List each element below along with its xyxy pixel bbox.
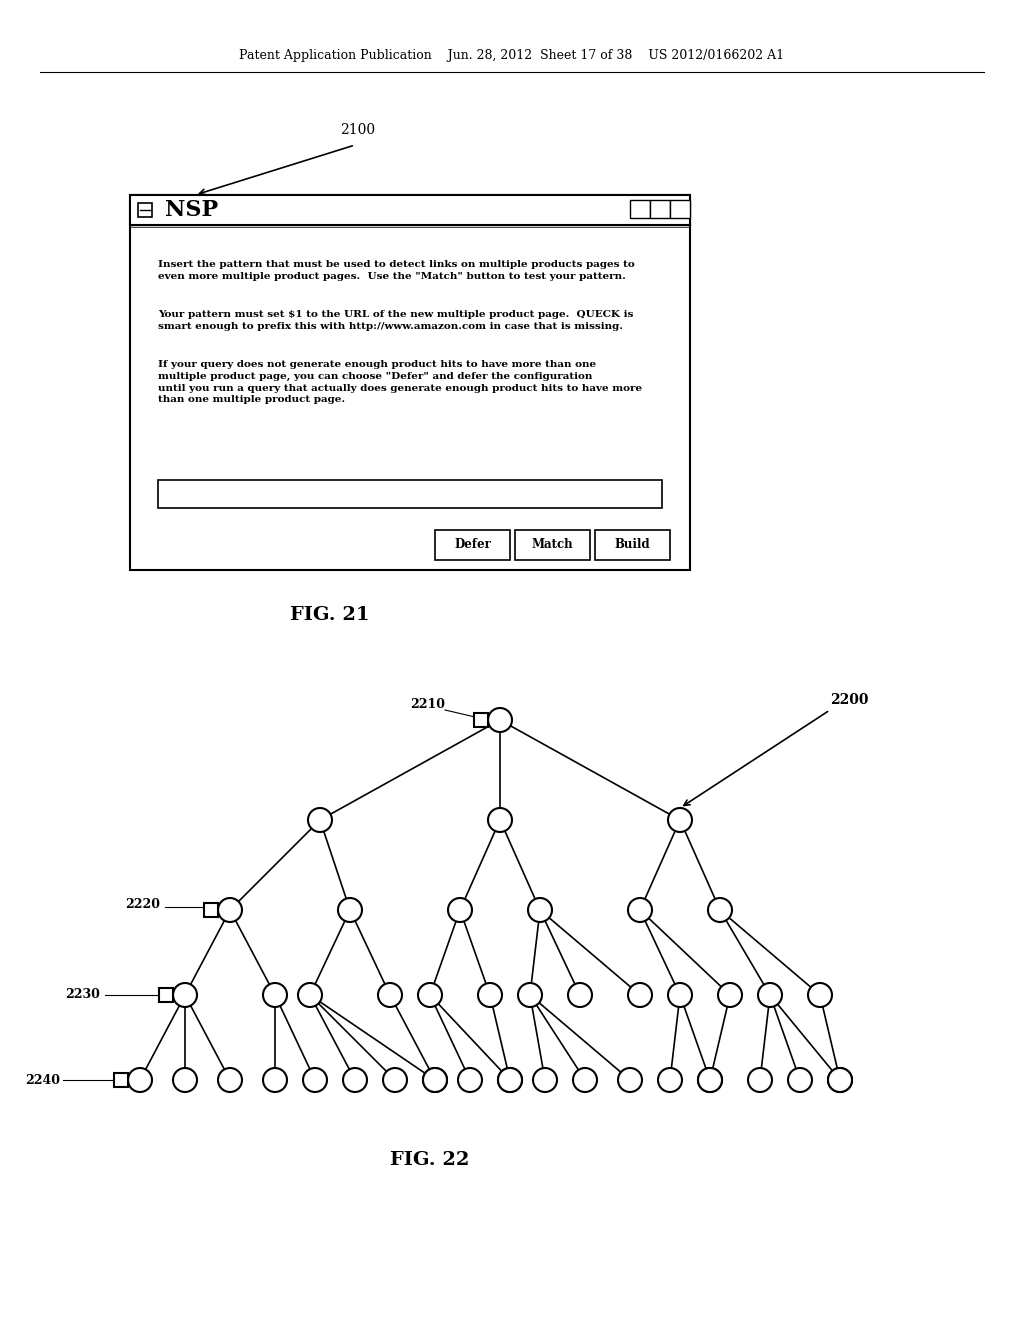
Circle shape bbox=[418, 983, 442, 1007]
Bar bbox=[204, 903, 218, 917]
Circle shape bbox=[498, 1068, 522, 1092]
Bar bbox=[515, 531, 590, 560]
Bar bbox=[158, 480, 662, 508]
Circle shape bbox=[658, 1068, 682, 1092]
Circle shape bbox=[173, 1068, 197, 1092]
Circle shape bbox=[128, 1068, 152, 1092]
Text: Insert the pattern that must be used to detect links on multiple products pages : Insert the pattern that must be used to … bbox=[158, 260, 635, 281]
Circle shape bbox=[449, 898, 472, 921]
Text: 2220: 2220 bbox=[125, 899, 160, 912]
Text: FIG. 22: FIG. 22 bbox=[390, 1151, 470, 1170]
Circle shape bbox=[498, 1068, 522, 1092]
Circle shape bbox=[698, 1068, 722, 1092]
Circle shape bbox=[748, 1068, 772, 1092]
Circle shape bbox=[263, 983, 287, 1007]
Circle shape bbox=[828, 1068, 852, 1092]
Bar bbox=[159, 987, 173, 1002]
Circle shape bbox=[478, 983, 502, 1007]
Circle shape bbox=[698, 1068, 722, 1092]
Circle shape bbox=[488, 808, 512, 832]
Text: 2100: 2100 bbox=[340, 123, 375, 137]
Circle shape bbox=[518, 983, 542, 1007]
Bar bbox=[474, 713, 488, 727]
Circle shape bbox=[573, 1068, 597, 1092]
Circle shape bbox=[828, 1068, 852, 1092]
Circle shape bbox=[618, 1068, 642, 1092]
Circle shape bbox=[718, 983, 742, 1007]
Bar bbox=[630, 201, 650, 218]
Circle shape bbox=[173, 983, 197, 1007]
Bar bbox=[435, 531, 510, 560]
Circle shape bbox=[298, 983, 322, 1007]
Circle shape bbox=[758, 983, 782, 1007]
Circle shape bbox=[383, 1068, 407, 1092]
Bar bbox=[670, 201, 690, 218]
Circle shape bbox=[458, 1068, 482, 1092]
Circle shape bbox=[534, 1068, 557, 1092]
Bar bbox=[114, 1073, 128, 1086]
Circle shape bbox=[263, 1068, 287, 1092]
Circle shape bbox=[528, 898, 552, 921]
Text: NSP: NSP bbox=[165, 199, 218, 220]
Text: 2240: 2240 bbox=[25, 1073, 60, 1086]
Circle shape bbox=[378, 983, 402, 1007]
Circle shape bbox=[338, 898, 362, 921]
Text: Build: Build bbox=[614, 539, 650, 552]
Circle shape bbox=[628, 983, 652, 1007]
Circle shape bbox=[628, 898, 652, 921]
Circle shape bbox=[668, 808, 692, 832]
Bar bbox=[130, 195, 690, 224]
Text: Your pattern must set $1 to the URL of the new multiple product page.  QUECK is
: Your pattern must set $1 to the URL of t… bbox=[158, 310, 634, 331]
Text: Match: Match bbox=[531, 539, 573, 552]
Text: FIG. 21: FIG. 21 bbox=[290, 606, 370, 624]
Circle shape bbox=[308, 808, 332, 832]
Circle shape bbox=[343, 1068, 367, 1092]
Circle shape bbox=[218, 898, 242, 921]
Circle shape bbox=[708, 898, 732, 921]
Circle shape bbox=[303, 1068, 327, 1092]
Text: Patent Application Publication    Jun. 28, 2012  Sheet 17 of 38    US 2012/01662: Patent Application Publication Jun. 28, … bbox=[240, 49, 784, 62]
Bar bbox=[595, 531, 670, 560]
Circle shape bbox=[568, 983, 592, 1007]
Bar bbox=[130, 195, 690, 570]
Text: 2200: 2200 bbox=[830, 693, 868, 708]
Bar bbox=[138, 203, 152, 216]
Circle shape bbox=[788, 1068, 812, 1092]
Text: Defer: Defer bbox=[454, 539, 490, 552]
Circle shape bbox=[488, 708, 512, 733]
Text: If your query does not generate enough product hits to have more than one
multip: If your query does not generate enough p… bbox=[158, 360, 642, 404]
Circle shape bbox=[808, 983, 831, 1007]
Circle shape bbox=[218, 1068, 242, 1092]
Circle shape bbox=[423, 1068, 447, 1092]
Circle shape bbox=[668, 983, 692, 1007]
Text: 2230: 2230 bbox=[66, 989, 100, 1002]
Bar bbox=[650, 201, 670, 218]
Circle shape bbox=[423, 1068, 447, 1092]
Text: 2210: 2210 bbox=[410, 698, 445, 711]
